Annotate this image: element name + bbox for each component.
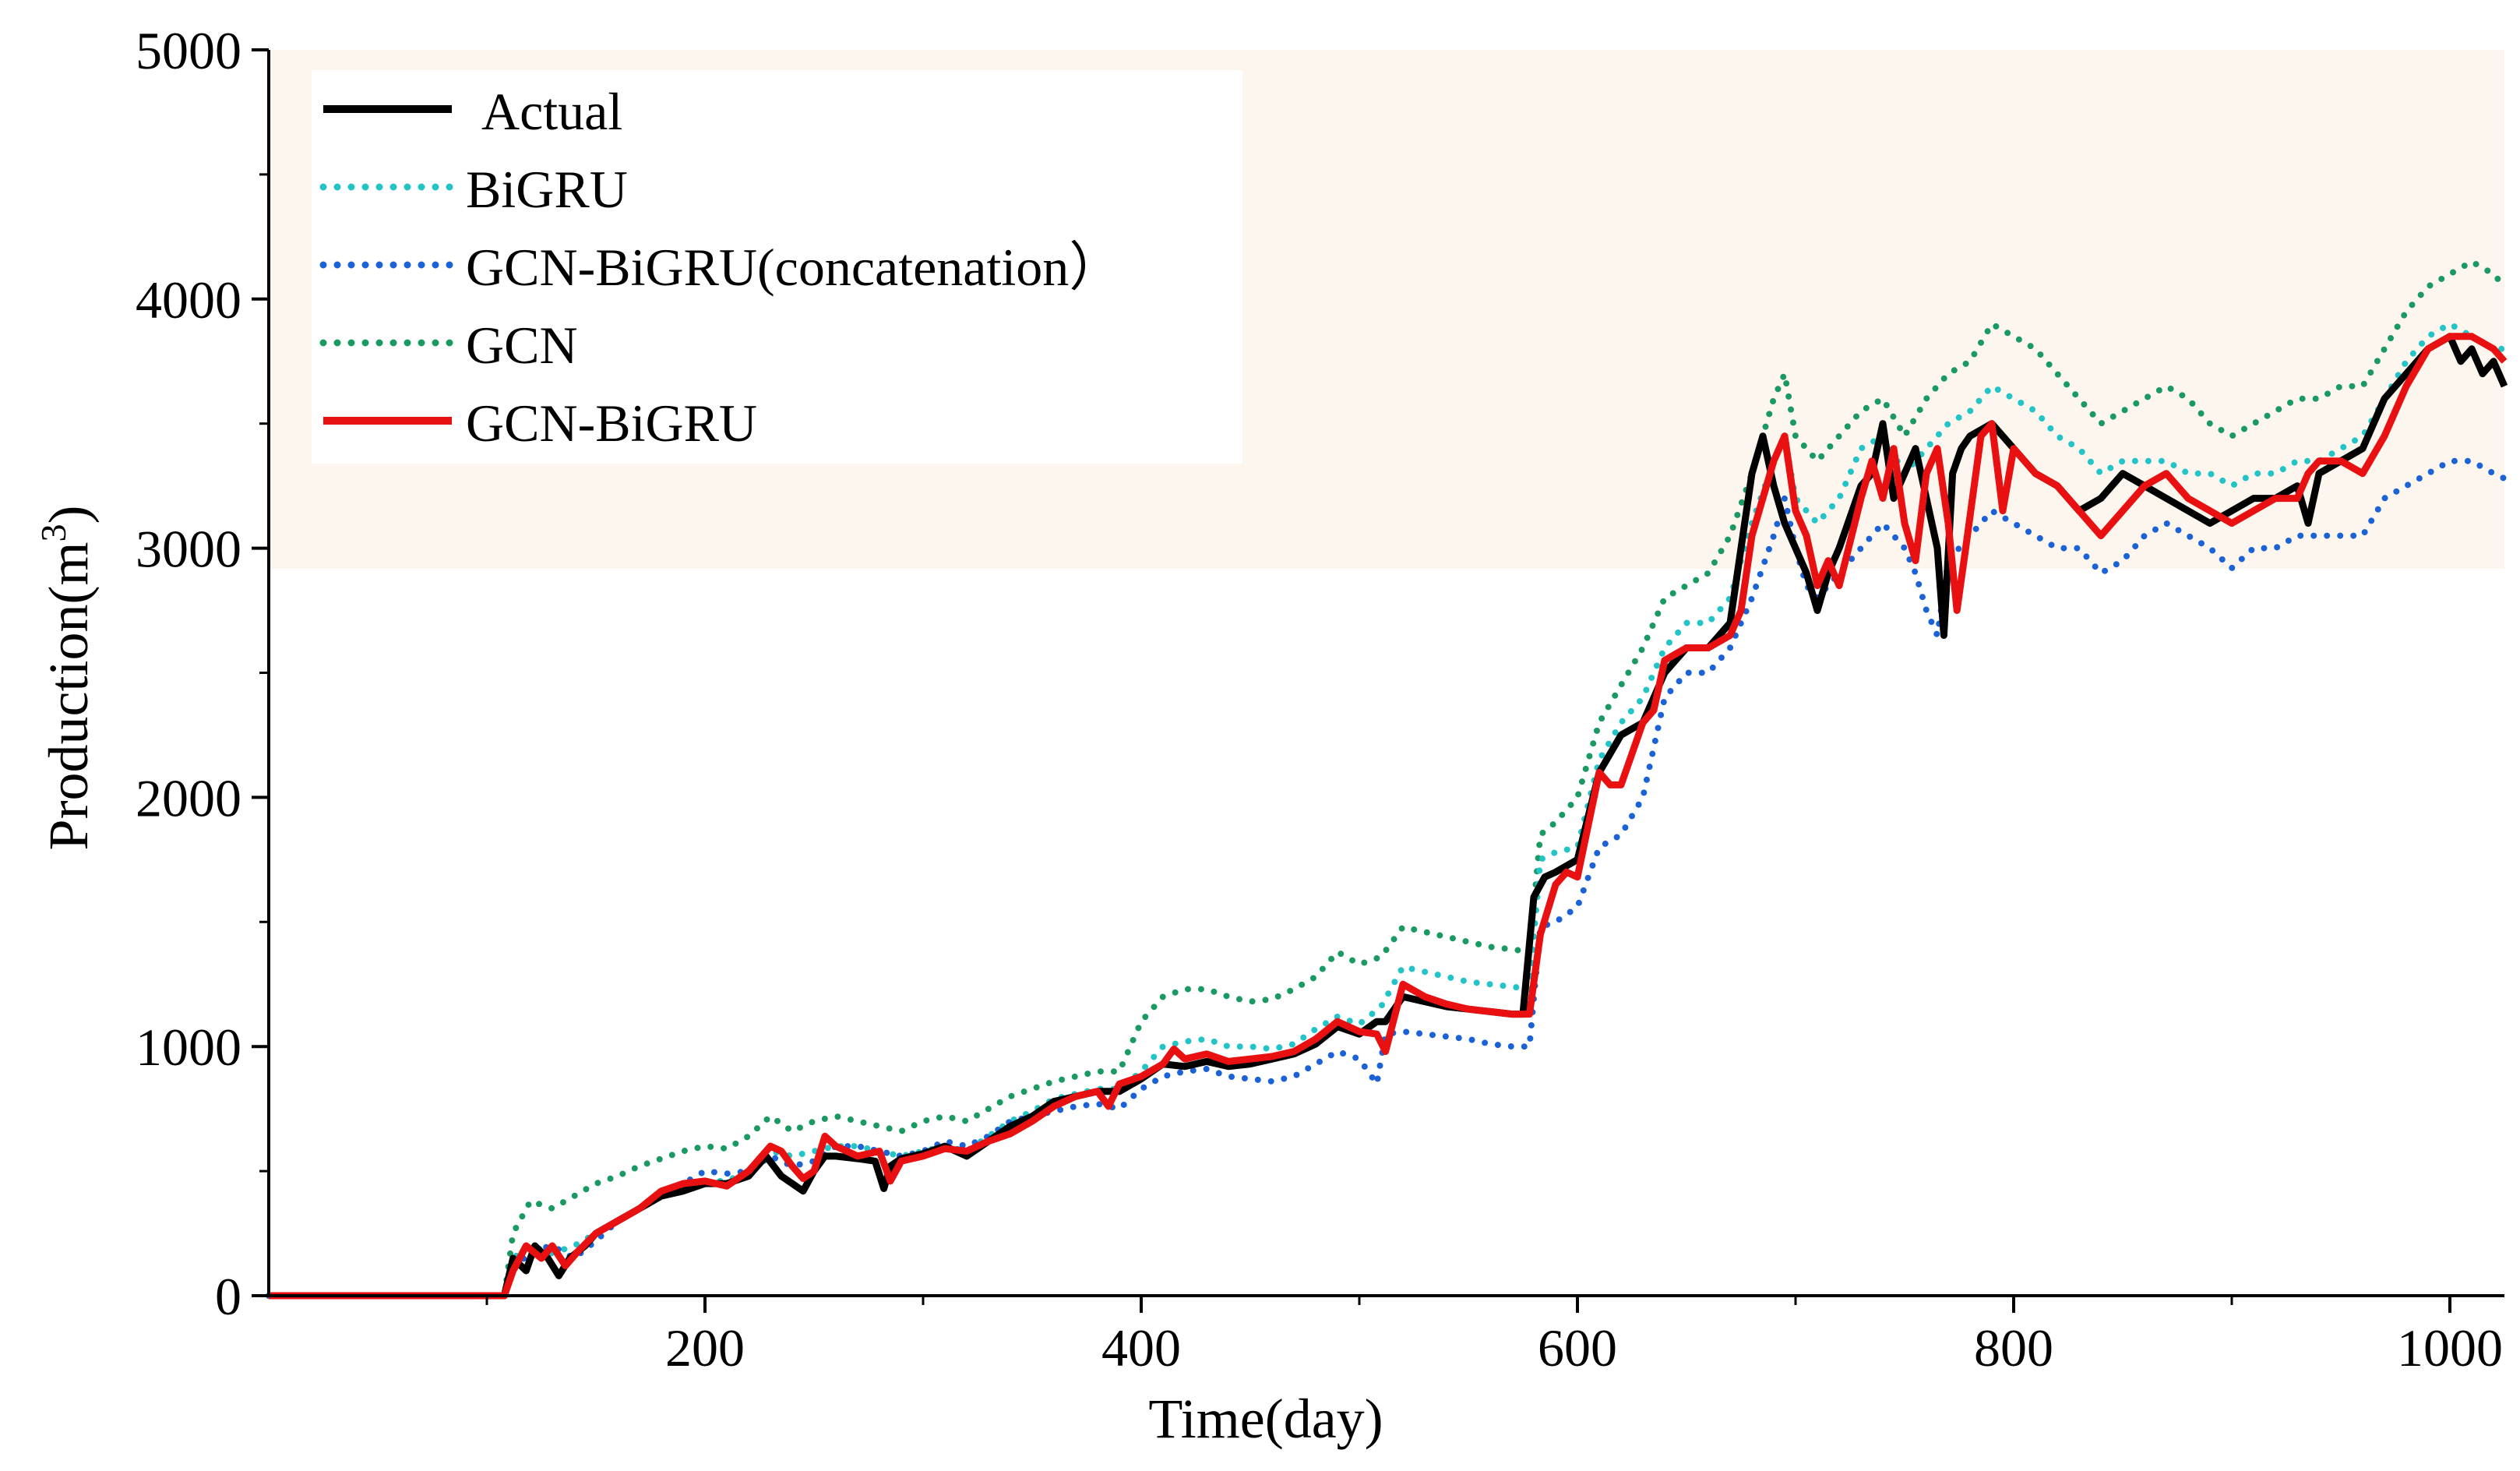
series-line-gcn-bigru <box>269 333 2508 1300</box>
legend-entry-actual: Actual <box>323 82 622 141</box>
legend: Actual BiGRU GCN-BiGRU(concatenation） GC… <box>312 70 1242 464</box>
series-line-bigru <box>266 320 2508 1299</box>
x-tick-label: 200 <box>665 1318 745 1378</box>
legend-entry-bigru: BiGRU <box>319 160 628 219</box>
legend-entry-gcn: GCN <box>319 316 578 375</box>
legend-entry-gcn-bigru: GCN-BiGRU <box>323 393 757 453</box>
y-tick-label: 2000 <box>136 768 241 827</box>
series-line-actual <box>269 333 2508 1300</box>
y-axis-title: Production(m3) <box>33 506 100 851</box>
y-tick-label: 0 <box>215 1267 241 1326</box>
y-tick-label: 1000 <box>136 1018 241 1077</box>
axes <box>252 48 2504 1313</box>
legend-box <box>312 70 1242 464</box>
x-tick-label: 800 <box>1974 1318 2053 1378</box>
y-tick-label: 4000 <box>136 270 241 330</box>
legend-label-bigru: BiGRU <box>466 160 628 219</box>
series-line-gcn-bigru-concatenation <box>266 457 2508 1299</box>
series-layer <box>266 258 2508 1300</box>
y-axis-title-close: ) <box>37 506 100 524</box>
y-tick-label: 5000 <box>136 21 241 80</box>
y-axis-title-sup: 3 <box>33 524 73 542</box>
x-tick-label: 600 <box>1538 1318 1617 1378</box>
x-tick-label: 400 <box>1101 1318 1181 1378</box>
x-tick-label: 1000 <box>2397 1318 2503 1378</box>
y-tick-label: 3000 <box>136 520 241 579</box>
legend-label-gcn: GCN <box>466 316 578 375</box>
y-axis-title-main: Production(m <box>37 542 100 851</box>
legend-entry-gcn-bigru-concat: GCN-BiGRU(concatenation） <box>319 238 1122 297</box>
legend-label-gcn-bigru: GCN-BiGRU <box>466 393 757 453</box>
legend-label-gcn-bigru-concat: GCN-BiGRU(concatenation） <box>466 238 1122 297</box>
tick-labels: 0 1000 2000 3000 4000 5000 200 400 600 800 1000 <box>136 21 2503 1378</box>
x-axis-title: Time(day) <box>1148 1388 1383 1450</box>
legend-label-actual: Actual <box>481 82 622 141</box>
